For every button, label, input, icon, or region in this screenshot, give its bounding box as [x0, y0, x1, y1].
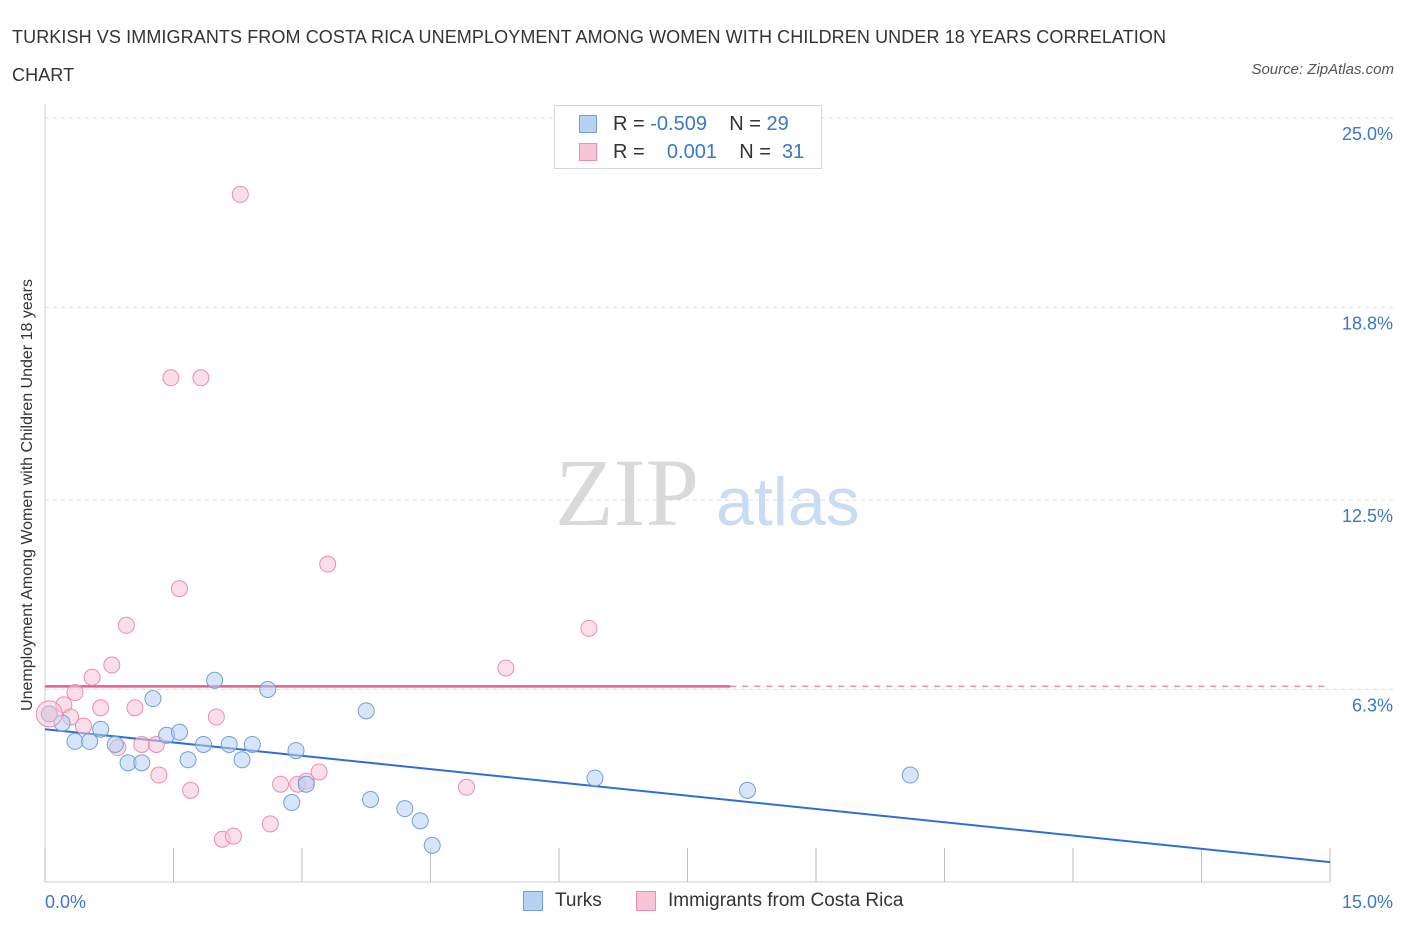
costa-rica-point	[192, 369, 210, 387]
costa-rica-point	[117, 616, 135, 634]
costa-rica-point	[457, 778, 475, 796]
costa-rica-point	[231, 185, 249, 203]
n-value: 29	[766, 113, 789, 135]
gridlines	[45, 117, 1395, 690]
data-points	[35, 185, 919, 854]
r-value: -0.509	[650, 113, 707, 135]
n-value: 31	[782, 141, 805, 163]
y-tick-label: 12.5%	[1342, 506, 1393, 526]
watermark-atlas: atlas	[716, 464, 860, 540]
tick-labels: 25.0% 18.8% 12.5% 6.3% 0.0% 15.0%	[45, 124, 1393, 912]
costa-rica-point	[133, 735, 151, 753]
source-note: Source: ZipAtlas.com	[1251, 61, 1394, 78]
watermark-zip: ZIP	[555, 439, 699, 546]
x-tick-label: 15.0%	[1342, 892, 1393, 912]
turks-point	[259, 680, 277, 698]
turks-point	[179, 751, 197, 769]
turks-point	[194, 735, 212, 753]
turks-point	[901, 766, 919, 784]
costa-rica-point	[150, 766, 168, 784]
costa-rica-point	[75, 717, 93, 735]
y-tick-label: 6.3%	[1352, 695, 1393, 715]
costa-rica-point	[66, 684, 84, 702]
costa-rica-point	[207, 708, 225, 726]
turks-trend-line	[44, 728, 1331, 864]
turks-point	[396, 800, 414, 818]
turks-point	[243, 735, 261, 753]
turks-point	[66, 732, 84, 750]
costa-rica-point	[182, 781, 200, 799]
chart-title: TURKISH VS IMMIGRANTS FROM COSTA RICA UN…	[12, 27, 1167, 85]
legend-label-turks: Turks	[555, 890, 602, 911]
turks-point	[133, 754, 151, 772]
turks-point	[738, 781, 756, 799]
trend-lines	[44, 685, 1331, 864]
costa-rica-point	[92, 699, 110, 717]
turks-point	[220, 735, 238, 753]
axes	[44, 104, 1331, 883]
costa-rica-point	[580, 619, 598, 637]
r-label: R =	[613, 113, 645, 135]
costa-rica-point	[310, 763, 328, 781]
costa-rica-point	[261, 815, 279, 833]
costa-rica-point	[497, 659, 515, 677]
n-label: N =	[729, 113, 761, 135]
costa-rica-point	[224, 827, 242, 845]
turks-swatch	[579, 115, 597, 133]
n-label: N =	[739, 141, 771, 163]
y-tick-label: 25.0%	[1342, 124, 1393, 144]
costa-rica-legend-swatch	[636, 891, 656, 911]
turks-point	[170, 723, 188, 741]
costa-rica-point	[162, 369, 180, 387]
costa-rica-point-cluster	[35, 700, 63, 728]
turks-point	[411, 812, 429, 830]
costa-rica-swatch	[579, 143, 597, 161]
series-legend: Turks Immigrants from Costa Rica	[0, 890, 1406, 914]
y-tick-label: 18.8%	[1342, 313, 1393, 333]
turks-point	[423, 836, 441, 854]
costa-rica-point	[126, 699, 144, 717]
turks-point	[297, 775, 315, 793]
turks-point	[92, 720, 110, 738]
costa-rica-point	[170, 580, 188, 598]
r-value: 0.001	[666, 141, 717, 163]
turks-point	[283, 794, 301, 812]
r-label: R =	[613, 141, 645, 163]
turks-point	[106, 735, 124, 753]
turks-legend-swatch	[523, 891, 543, 911]
costa-rica-point	[272, 775, 290, 793]
turks-point	[586, 769, 604, 787]
turks-point	[206, 671, 224, 689]
turks-point	[362, 790, 380, 808]
x-tick-label: 0.0%	[45, 892, 86, 912]
turks-point	[357, 702, 375, 720]
turks-point	[81, 732, 99, 750]
turks-point	[144, 690, 162, 708]
costa-rica-point	[319, 555, 337, 573]
legend-label-costa-rica: Immigrants from Costa Rica	[668, 890, 904, 911]
turks-point	[287, 742, 305, 760]
correlation-legend: R = -0.509 N = 29 R = 0.001 N = 31	[554, 105, 822, 169]
turks-point	[233, 751, 251, 769]
costa-rica-point	[103, 656, 121, 674]
costa-rica-point	[83, 668, 101, 686]
